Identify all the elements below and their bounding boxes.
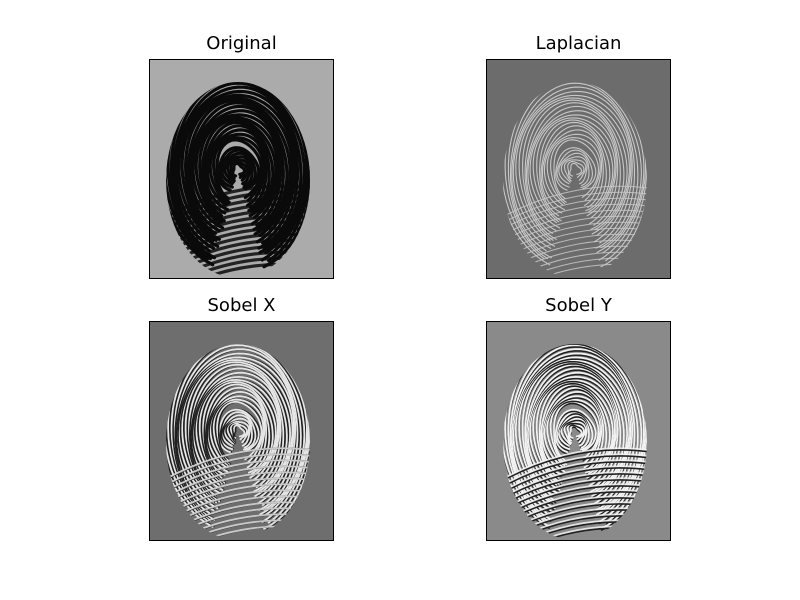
image-sobel-x-fingerprint xyxy=(149,321,334,541)
fingerprint-sobel-x xyxy=(150,322,333,540)
panel-sobel-x: Sobel X xyxy=(149,295,334,541)
image-sobel-y-fingerprint xyxy=(486,321,671,541)
panel-title-sobel-x: Sobel X xyxy=(207,295,276,316)
panel-sobel-y: Sobel Y xyxy=(486,295,671,541)
fingerprint-laplacian xyxy=(487,60,670,278)
panel-title-original: Original xyxy=(206,33,277,54)
panel-title-sobel-y: Sobel Y xyxy=(545,295,612,316)
fingerprint-original xyxy=(150,60,333,278)
image-laplacian-fingerprint xyxy=(486,59,671,279)
panel-title-laplacian: Laplacian xyxy=(535,33,622,54)
panel-laplacian: Laplacian xyxy=(486,33,671,279)
fingerprint-sobel-y xyxy=(487,322,670,540)
image-original-fingerprint xyxy=(149,59,334,279)
panel-original: Original xyxy=(149,33,334,279)
